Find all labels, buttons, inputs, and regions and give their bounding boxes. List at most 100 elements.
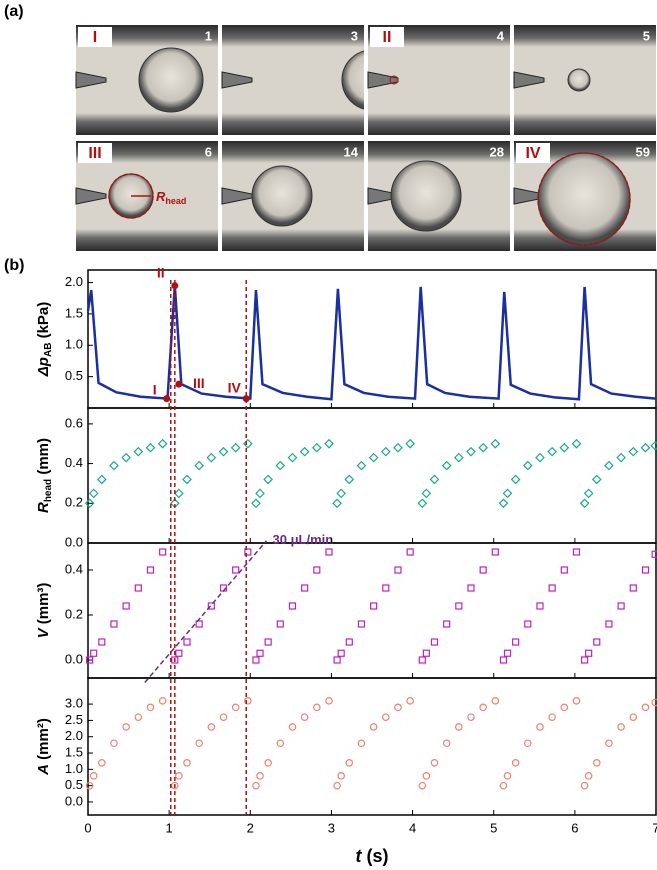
data-point (86, 656, 94, 664)
data-point (455, 602, 463, 610)
bubble (390, 160, 462, 232)
data-point (195, 739, 203, 748)
data-point (592, 759, 601, 767)
data-point (429, 474, 440, 485)
x-tick-label: 2 (247, 820, 254, 835)
data-point (560, 566, 568, 574)
data-point (313, 703, 321, 712)
data-point (604, 460, 614, 471)
data-point (345, 638, 353, 646)
plot-frame (87, 542, 657, 679)
data-point (442, 739, 451, 748)
data-point (85, 781, 94, 790)
data-point (499, 656, 508, 664)
y-tick-label: 1.5 (65, 305, 83, 320)
event-point (242, 395, 250, 403)
data-point (288, 602, 297, 610)
data-point (641, 703, 650, 712)
data-point (580, 656, 589, 664)
data-point (110, 739, 118, 748)
data-point (288, 723, 297, 731)
y-tick-label: 0.6 (65, 415, 83, 430)
y-label-symbol: Δp (35, 357, 52, 377)
roman-box (370, 27, 404, 47)
x-tick-label: 3 (328, 820, 335, 835)
panel-label: (a) (4, 3, 24, 20)
y-label-sub: head (43, 479, 54, 502)
data-point (97, 759, 106, 767)
data-point (560, 703, 569, 712)
bubble (251, 165, 313, 227)
data-point (572, 697, 581, 705)
data-point (98, 638, 106, 646)
image-tile: 59 IV (513, 141, 656, 251)
data-point (195, 620, 203, 628)
data-point (441, 460, 452, 471)
frame-number: 14 (344, 144, 359, 159)
event-label: II (157, 264, 165, 280)
data-point (337, 772, 345, 780)
data-point (406, 697, 414, 705)
data-point (478, 442, 489, 453)
event-point (171, 282, 179, 290)
data-point (122, 723, 130, 731)
data-point (584, 772, 593, 780)
x-tick-label: 6 (571, 820, 578, 835)
data-point (171, 656, 179, 664)
x-tick-label: 7 (652, 820, 657, 835)
y-label-unit: (mm) (35, 438, 52, 479)
data-point (96, 474, 107, 485)
data-point (255, 488, 265, 499)
data-point (455, 723, 463, 731)
y-tick-label: 0.0 (65, 651, 83, 666)
event-label: III (193, 375, 205, 391)
nozzle (75, 187, 107, 205)
roman-box (78, 143, 112, 163)
data-point (345, 759, 354, 767)
data-point (579, 498, 590, 509)
data-point (333, 656, 341, 664)
data-point (256, 772, 264, 780)
frame-number: 5 (643, 28, 650, 43)
data-point (145, 442, 156, 453)
data-point (593, 638, 601, 646)
x-label-unit: (s) (362, 846, 389, 866)
data-point (628, 446, 639, 457)
data-point (548, 713, 556, 721)
data-point (502, 488, 513, 499)
data-point (650, 440, 657, 451)
data-point (499, 781, 508, 790)
data-point (617, 723, 625, 731)
data-point (134, 713, 143, 721)
data-point (230, 442, 241, 453)
frame-number: 4 (497, 28, 505, 43)
data-point (332, 498, 342, 509)
data-point (300, 713, 309, 721)
data-point (133, 446, 144, 457)
data-point (206, 452, 217, 463)
data-point (146, 703, 155, 712)
data-point (547, 446, 557, 457)
roman-label: I (93, 29, 97, 46)
y-label-sub: AB (43, 343, 54, 357)
data-point (276, 739, 285, 748)
data-point (498, 498, 509, 509)
data-point (583, 488, 594, 499)
bubble-outline (537, 152, 631, 246)
data-point (175, 649, 183, 657)
data-point (616, 452, 626, 463)
bubble (341, 50, 364, 110)
y-tick-label: 0.5 (65, 368, 83, 383)
data-point (84, 498, 95, 509)
data-point (491, 697, 500, 705)
y-label-unit: (mm³) (35, 583, 52, 629)
data-point (524, 620, 532, 628)
data-point (88, 488, 99, 499)
frame-number: 6 (205, 144, 212, 159)
data-point (336, 488, 347, 499)
y-label-unit: (kPa) (35, 302, 52, 343)
data-point (453, 452, 464, 463)
data-point (252, 656, 260, 664)
frame-number: 3 (351, 28, 358, 43)
